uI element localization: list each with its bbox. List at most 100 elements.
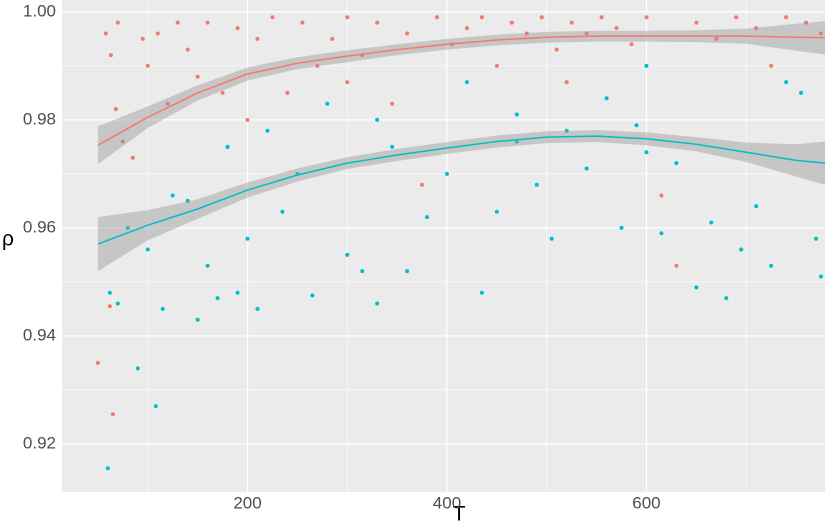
point	[659, 193, 664, 198]
point	[103, 31, 108, 36]
point	[734, 15, 739, 20]
point	[564, 128, 569, 133]
point	[315, 63, 320, 68]
point	[784, 15, 789, 20]
point	[804, 20, 809, 25]
point	[345, 80, 350, 85]
point	[195, 74, 200, 79]
point	[330, 36, 335, 41]
x-tick-label: 400	[433, 493, 461, 512]
point	[235, 26, 240, 31]
point	[107, 304, 112, 309]
point	[644, 15, 649, 20]
point	[479, 290, 484, 295]
point	[405, 269, 410, 274]
point	[125, 225, 130, 230]
point	[95, 360, 100, 365]
point	[325, 101, 330, 106]
point	[245, 236, 250, 241]
y-tick-label: 0.92	[23, 433, 56, 452]
point	[108, 53, 113, 58]
point	[135, 366, 140, 371]
point	[694, 20, 699, 25]
point	[634, 123, 639, 128]
point	[604, 96, 609, 101]
point	[175, 20, 180, 25]
point	[280, 209, 285, 214]
point	[375, 301, 380, 306]
point	[619, 225, 624, 230]
point	[390, 101, 395, 106]
point	[155, 31, 160, 36]
point	[205, 20, 210, 25]
point	[107, 290, 112, 295]
point	[420, 182, 425, 187]
y-tick-label: 0.94	[23, 325, 56, 344]
point	[819, 274, 824, 279]
point	[115, 20, 120, 25]
point	[509, 20, 514, 25]
point	[170, 193, 175, 198]
point	[225, 144, 230, 149]
y-tick-label: 0.96	[23, 217, 56, 236]
point	[435, 15, 440, 20]
point	[270, 15, 275, 20]
point	[599, 15, 604, 20]
y-tick-label: 0.98	[23, 109, 56, 128]
point	[799, 90, 804, 95]
point	[514, 112, 519, 117]
point	[345, 252, 350, 257]
point	[110, 412, 115, 417]
point	[185, 47, 190, 52]
point	[405, 31, 410, 36]
point	[130, 155, 135, 160]
point	[494, 209, 499, 214]
point	[165, 101, 170, 106]
x-axis-title: T	[453, 503, 466, 525]
point	[255, 306, 260, 311]
point	[300, 20, 305, 25]
point	[375, 20, 380, 25]
point	[464, 80, 469, 85]
point	[479, 15, 484, 20]
y-axis-title: ρ	[2, 228, 14, 251]
x-tick-label: 200	[233, 493, 261, 512]
point	[105, 466, 110, 471]
point	[390, 144, 395, 149]
point	[185, 198, 190, 203]
point	[140, 36, 145, 41]
point	[375, 117, 380, 122]
point	[614, 26, 619, 31]
point	[659, 231, 664, 236]
point	[425, 215, 430, 220]
point	[220, 90, 225, 95]
point	[145, 63, 150, 68]
fit-line	[97, 35, 825, 146]
point	[694, 285, 699, 290]
point	[769, 263, 774, 268]
point	[584, 31, 589, 36]
point	[819, 31, 824, 36]
point	[235, 290, 240, 295]
point	[644, 150, 649, 155]
point	[584, 166, 589, 171]
point	[255, 36, 260, 41]
y-tick-label: 1.00	[23, 1, 56, 20]
point	[739, 247, 744, 252]
x-tick-label: 600	[632, 493, 660, 512]
point	[245, 117, 250, 122]
point	[524, 31, 529, 36]
point	[644, 63, 649, 68]
point	[310, 293, 315, 298]
point	[464, 26, 469, 31]
point	[145, 247, 150, 252]
confidence-band	[97, 21, 825, 165]
point	[554, 47, 559, 52]
point	[814, 236, 819, 241]
point	[569, 20, 574, 25]
point	[153, 404, 158, 409]
point	[205, 263, 210, 268]
point	[444, 171, 449, 176]
point	[534, 182, 539, 187]
